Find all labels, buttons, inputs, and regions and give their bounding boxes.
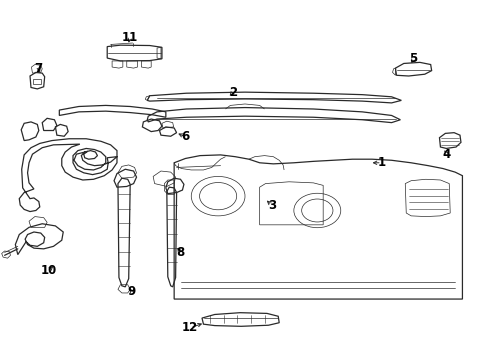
Text: 1: 1 xyxy=(378,156,386,169)
Text: 12: 12 xyxy=(182,321,198,334)
Text: 8: 8 xyxy=(176,246,185,259)
Text: 6: 6 xyxy=(181,130,190,144)
Text: 3: 3 xyxy=(268,199,276,212)
Text: 4: 4 xyxy=(442,148,451,161)
Text: 2: 2 xyxy=(229,86,237,99)
Text: 5: 5 xyxy=(410,52,417,65)
Text: 9: 9 xyxy=(127,285,136,298)
Text: 10: 10 xyxy=(41,264,57,277)
Text: 11: 11 xyxy=(122,31,138,44)
Text: 7: 7 xyxy=(35,62,43,75)
